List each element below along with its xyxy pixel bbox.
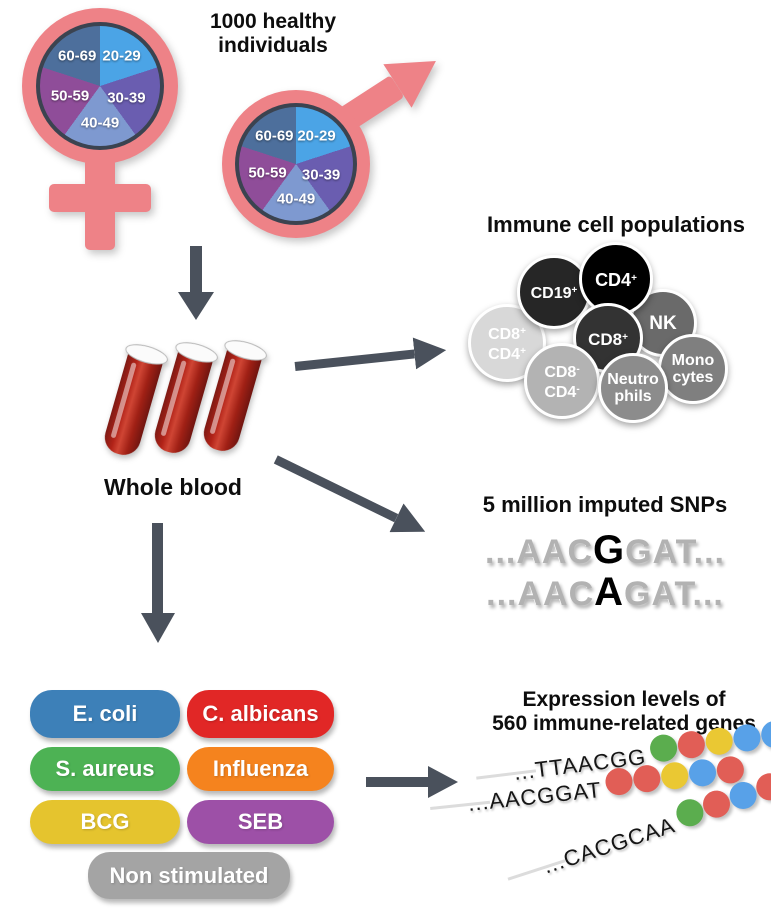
arrow-head <box>178 292 214 320</box>
seq-variant: A <box>594 570 625 614</box>
blue-expression-dot-icon <box>731 722 762 753</box>
pie-label-60-69: 60-69 <box>58 47 97 65</box>
arrow-head <box>413 334 448 369</box>
cell-label: NK <box>649 312 677 334</box>
cell-neutrophils: Neutro phils <box>598 353 668 423</box>
pie-label-40-49: 40-49 <box>276 190 316 208</box>
stimulus-seb: SEB <box>187 800 334 844</box>
snp-section: 5 million imputed SNPs ...AACGGAT... ...… <box>443 492 767 614</box>
cell-label: CD4+ <box>488 346 526 363</box>
snp-sequence-ref: ...AACGGAT... <box>443 530 767 572</box>
female-crossbar <box>49 184 151 212</box>
cohort-title-line2: individuals <box>218 34 328 57</box>
blue-expression-dot-icon <box>687 757 718 788</box>
age-pie: 20-29 30-39 40-49 50-59 60-69 <box>40 26 160 146</box>
age-pie: 20-29 30-39 40-49 50-59 60-69 <box>239 107 353 221</box>
cell-cd8neg-cd4neg: CD8- CD4- <box>524 343 600 419</box>
female-pie-border: 20-29 30-39 40-49 50-59 60-69 <box>36 22 164 150</box>
cohort-title: 1000 healthy individuals <box>178 10 368 58</box>
stimulus-c-albicans: C. albicans <box>187 690 334 738</box>
pie-label-50-59: 50-59 <box>248 164 287 182</box>
red-expression-dot-icon <box>632 763 662 793</box>
stimulus-e-coli: E. coli <box>30 690 180 738</box>
pie-label-60-69: 60-69 <box>255 127 294 144</box>
seq-pre: ...AAC <box>485 533 594 571</box>
cell-label: Neutro <box>607 371 659 388</box>
cell-label: CD19+ <box>530 285 578 302</box>
arrow-head <box>389 503 432 546</box>
arrow-head <box>428 766 458 798</box>
cell-label: Mono <box>671 352 715 369</box>
arrow-shaft <box>294 348 415 371</box>
arrow-head <box>141 613 175 643</box>
pie-label-40-49: 40-49 <box>80 114 120 132</box>
cell-monocytes: Mono cytes <box>658 334 728 404</box>
red-expression-dot-icon <box>715 754 746 785</box>
cell-label: CD4- <box>544 384 580 401</box>
male-ring: 20-29 30-39 40-49 50-59 60-69 <box>222 90 370 238</box>
blue-expression-dot-icon <box>759 718 771 749</box>
arrow-shaft <box>366 777 428 787</box>
stimulus-s-aureus: S. aureus <box>30 747 180 791</box>
arrow-to-expression-icon <box>366 766 458 798</box>
seq-pre: ...AAC <box>486 575 595 613</box>
cell-label: CD8+ <box>588 329 628 349</box>
expression-title: Expression levels of 560 immune-related … <box>478 688 770 736</box>
stimulus-influenza: Influenza <box>187 747 334 791</box>
cell-label: cytes <box>672 369 714 386</box>
immune-populations-title: Immune cell populations <box>487 212 745 237</box>
arrow-shaft <box>190 246 202 292</box>
male-pie-border: 20-29 30-39 40-49 50-59 60-69 <box>235 103 357 225</box>
cell-label: phils <box>614 388 652 405</box>
snp-title: 5 million imputed SNPs <box>482 492 728 517</box>
expression-title-line2: 560 immune-related genes <box>492 712 756 735</box>
gene-sequence: ...AACGGAT <box>466 777 603 816</box>
stimulus-bcg: BCG <box>30 800 180 844</box>
red-expression-dot-icon <box>604 766 635 796</box>
arrow-to-immune-cells-icon <box>293 334 448 382</box>
seq-variant: G <box>593 528 626 572</box>
arrow-down-to-blood-icon <box>178 246 214 320</box>
snp-sequence-alt: ...AACAGAT... <box>443 572 767 614</box>
cell-label: CD4+ <box>595 269 637 290</box>
red-expression-dot-icon <box>676 729 707 760</box>
arrow-shaft <box>274 454 399 522</box>
pie-label-20-29: 20-29 <box>102 47 141 65</box>
expression-title-line1: Expression levels of <box>522 688 726 711</box>
female-ring: 20-29 30-39 40-49 50-59 60-69 <box>22 8 178 164</box>
arrow-down-to-stimuli-icon <box>141 523 175 643</box>
yellow-expression-dot-icon <box>660 760 690 791</box>
arrow-to-snps-icon <box>269 445 432 547</box>
whole-blood-label: Whole blood <box>104 474 242 500</box>
stimulus-non-stimulated: Non stimulated <box>88 852 290 899</box>
pie-label-30-39: 30-39 <box>107 89 146 107</box>
cell-label: CD8- <box>544 364 580 381</box>
yellow-expression-dot-icon <box>704 725 735 756</box>
pie-label-20-29: 20-29 <box>297 127 336 144</box>
seq-post: GAT... <box>624 575 724 613</box>
arrow-shaft <box>152 523 164 613</box>
cell-label: CD8+ <box>488 326 526 343</box>
gene-sequence: ...CACGCAA <box>539 812 679 879</box>
green-expression-dot-icon <box>672 795 707 830</box>
pie-label-50-59: 50-59 <box>50 87 90 105</box>
pie-label-30-39: 30-39 <box>301 166 341 184</box>
seq-post: GAT... <box>625 533 725 571</box>
cohort-title-line1: 1000 healthy <box>209 10 337 33</box>
green-expression-dot-icon <box>648 732 679 763</box>
